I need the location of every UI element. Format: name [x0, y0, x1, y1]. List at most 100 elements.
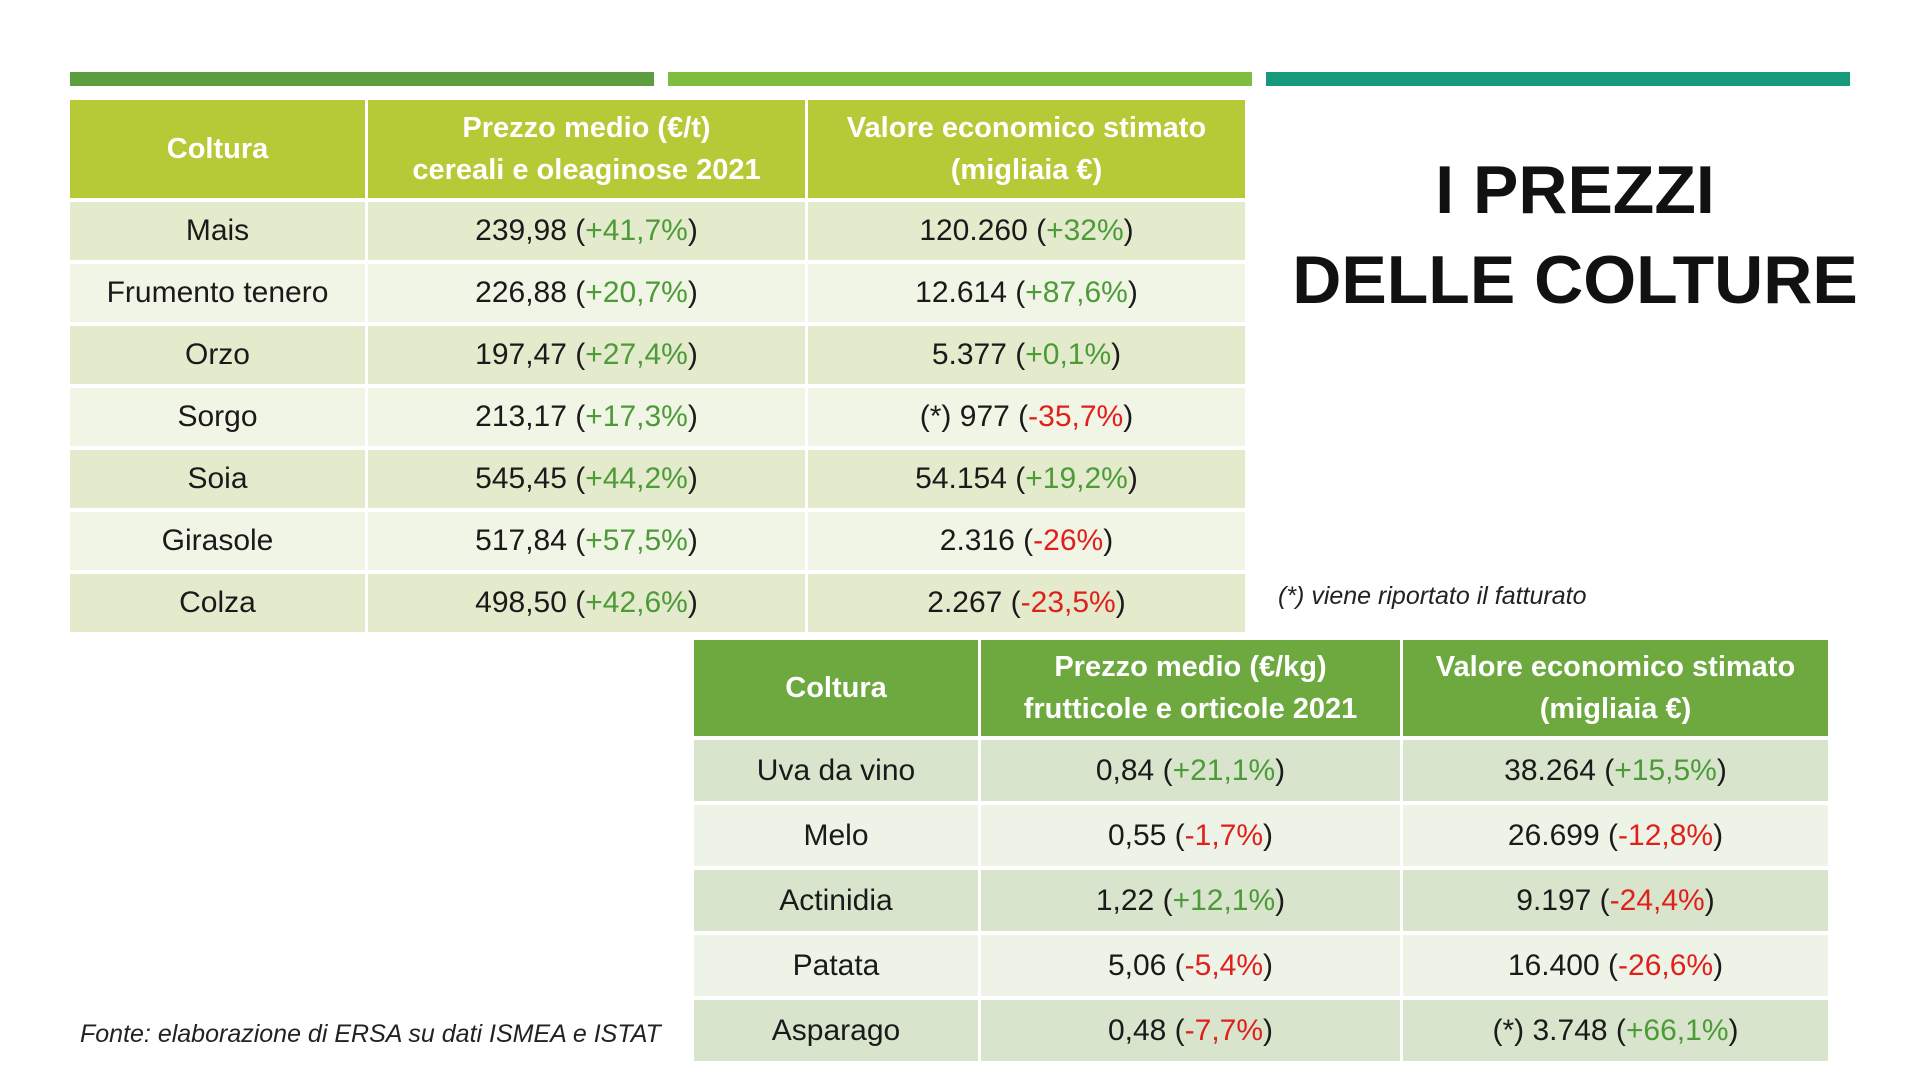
accent-bar-dark-green [70, 72, 654, 86]
crop-cell: Asparago [694, 1000, 981, 1065]
header-crop: Coltura [70, 100, 368, 202]
value-cell: 38.264 (+15,5%) [1403, 740, 1831, 805]
crop-cell: Melo [694, 805, 981, 870]
price-value: 226,88 [475, 276, 567, 309]
accent-bar-light-green [668, 72, 1252, 86]
economic-value: 120.260 [919, 214, 1028, 247]
table2-body: Uva da vino 0,84 (+21,1%) 38.264 (+15,5%) M… [694, 740, 1831, 1065]
crop-name: Orzo [184, 338, 250, 371]
price-cell: 1,22 (+12,1%) [981, 870, 1403, 935]
price-value: 517,84 [475, 524, 567, 557]
table-row: Orzo 197,47 (+27,4%) 5.377 (+0,1%) [70, 326, 1248, 388]
value-cell: 9.197 (-24,4%) [1403, 870, 1831, 935]
value-change: +0,1% [1025, 338, 1112, 371]
header-average-price: Prezzo medio (€/kg) frutticole e orticole… [981, 640, 1403, 740]
price-cell: 226,88 (+20,7%) [368, 264, 808, 326]
value-cell: 26.699 (-12,8%) [1403, 805, 1831, 870]
table1-body: Mais 239,98 (+41,7%) 120.260 (+32%) Frument… [70, 202, 1248, 636]
economic-value: 54.154 [915, 462, 1007, 495]
crop-name: Uva da vino [756, 753, 916, 787]
price-change: +42,6% [585, 586, 688, 619]
price-value: 197,47 [475, 338, 567, 371]
table-row: Actinidia 1,22 (+12,1%) 9.197 (-24,4%) [694, 870, 1831, 935]
value-cell: 12.614 (+87,6%) [808, 264, 1248, 326]
header-economic-value: Valore economico stimato (migliaia €) [1403, 640, 1831, 740]
value-change: -35,7% [1028, 400, 1124, 433]
table-header-row: Coltura Prezzo medio (€/kg) frutticole e … [694, 640, 1831, 740]
price-value: 498,50 [475, 586, 567, 619]
price-change: -1,7% [1184, 818, 1264, 852]
price-value: 0,55 [1107, 818, 1167, 852]
crop-cell: Orzo [70, 326, 368, 388]
price-change: +21,1% [1172, 753, 1276, 787]
price-cell: 498,50 (+42,6%) [368, 574, 808, 636]
value-change: +15,5% [1614, 753, 1717, 787]
economic-value: 5.377 [931, 338, 1007, 371]
crop-name: Sorgo [177, 400, 258, 433]
table-header-row: Coltura Prezzo medio (€/t) cereali e olea… [70, 100, 1248, 202]
price-cell: 239,98 (+41,7%) [368, 202, 808, 264]
source-note: Fonte: elaborazione di ERSA su dati ISME… [80, 1020, 661, 1048]
economic-value: 2.267 [927, 586, 1003, 619]
fruit-vegetable-price-table: Coltura Prezzo medio (€/kg) frutticole e … [694, 640, 1831, 1065]
crop-name: Patata [792, 948, 880, 982]
price-change: +20,7% [585, 276, 688, 309]
crop-cell: Patata [694, 935, 981, 1000]
economic-value: 16.400 [1507, 948, 1600, 982]
price-value: 545,45 [475, 462, 567, 495]
accent-bar-teal [1266, 72, 1850, 86]
crop-name: Soia [187, 462, 248, 495]
economic-value: 9.197 [1516, 883, 1592, 917]
value-cell: 2.316 (-26%) [808, 512, 1248, 574]
price-value: 239,98 [475, 214, 567, 247]
crop-name: Mais [185, 214, 250, 247]
page-title: I PREZZI DELLE COLTURE [1292, 152, 1858, 318]
crop-cell: Frumento tenero [70, 264, 368, 326]
value-cell: 120.260 (+32%) [808, 202, 1248, 264]
value-change: -26,6% [1618, 948, 1714, 982]
value-cell: (*) 3.748 (+66,1%) [1403, 1000, 1831, 1065]
economic-value: 12.614 [915, 276, 1007, 309]
table-row: Patata 5,06 (-5,4%) 16.400 (-26,6%) [694, 935, 1831, 1000]
price-change: -5,4% [1184, 948, 1264, 982]
price-value: 1,22 [1095, 883, 1155, 917]
header-economic-value: Valore economico stimato (migliaia €) [808, 100, 1248, 202]
table-row: Girasole 517,84 (+57,5%) 2.316 (-26%) [70, 512, 1248, 574]
crop-name: Actinidia [779, 883, 893, 917]
value-footnote-marker: (*) [1492, 1013, 1533, 1047]
price-change: +41,7% [585, 214, 688, 247]
crop-cell: Actinidia [694, 870, 981, 935]
crop-cell: Mais [70, 202, 368, 264]
crop-cell: Uva da vino [694, 740, 981, 805]
value-cell: 16.400 (-26,6%) [1403, 935, 1831, 1000]
economic-value: 26.699 [1507, 818, 1600, 852]
crop-name: Melo [803, 818, 869, 852]
value-cell: 54.154 (+19,2%) [808, 450, 1248, 512]
price-cell: 545,45 (+44,2%) [368, 450, 808, 512]
crop-cell: Girasole [70, 512, 368, 574]
table-row: Asparago 0,48 (-7,7%) (*) 3.748 (+66,1%) [694, 1000, 1831, 1065]
price-value: 0,48 [1107, 1013, 1167, 1047]
price-cell: 517,84 (+57,5%) [368, 512, 808, 574]
price-change: +12,1% [1172, 883, 1276, 917]
crop-name: Colza [179, 586, 256, 619]
economic-value: 977 [959, 400, 1010, 433]
crop-name: Girasole [161, 524, 274, 557]
table-row: Mais 239,98 (+41,7%) 120.260 (+32%) [70, 202, 1248, 264]
crop-name: Asparago [771, 1013, 901, 1047]
price-change: +44,2% [585, 462, 688, 495]
header-crop: Coltura [694, 640, 981, 740]
table-row: Soia 545,45 (+44,2%) 54.154 (+19,2%) [70, 450, 1248, 512]
price-cell: 213,17 (+17,3%) [368, 388, 808, 450]
price-change: +27,4% [585, 338, 688, 371]
footnote: (*) viene riportato il fatturato [1278, 582, 1587, 610]
value-cell: 2.267 (-23,5%) [808, 574, 1248, 636]
value-change: +66,1% [1625, 1013, 1729, 1047]
price-cell: 0,55 (-1,7%) [981, 805, 1403, 870]
crop-cell: Soia [70, 450, 368, 512]
value-change: +19,2% [1025, 462, 1128, 495]
value-footnote-marker: (*) [919, 400, 960, 433]
price-cell: 0,48 (-7,7%) [981, 1000, 1403, 1065]
price-cell: 197,47 (+27,4%) [368, 326, 808, 388]
economic-value: 3.748 [1532, 1013, 1608, 1047]
